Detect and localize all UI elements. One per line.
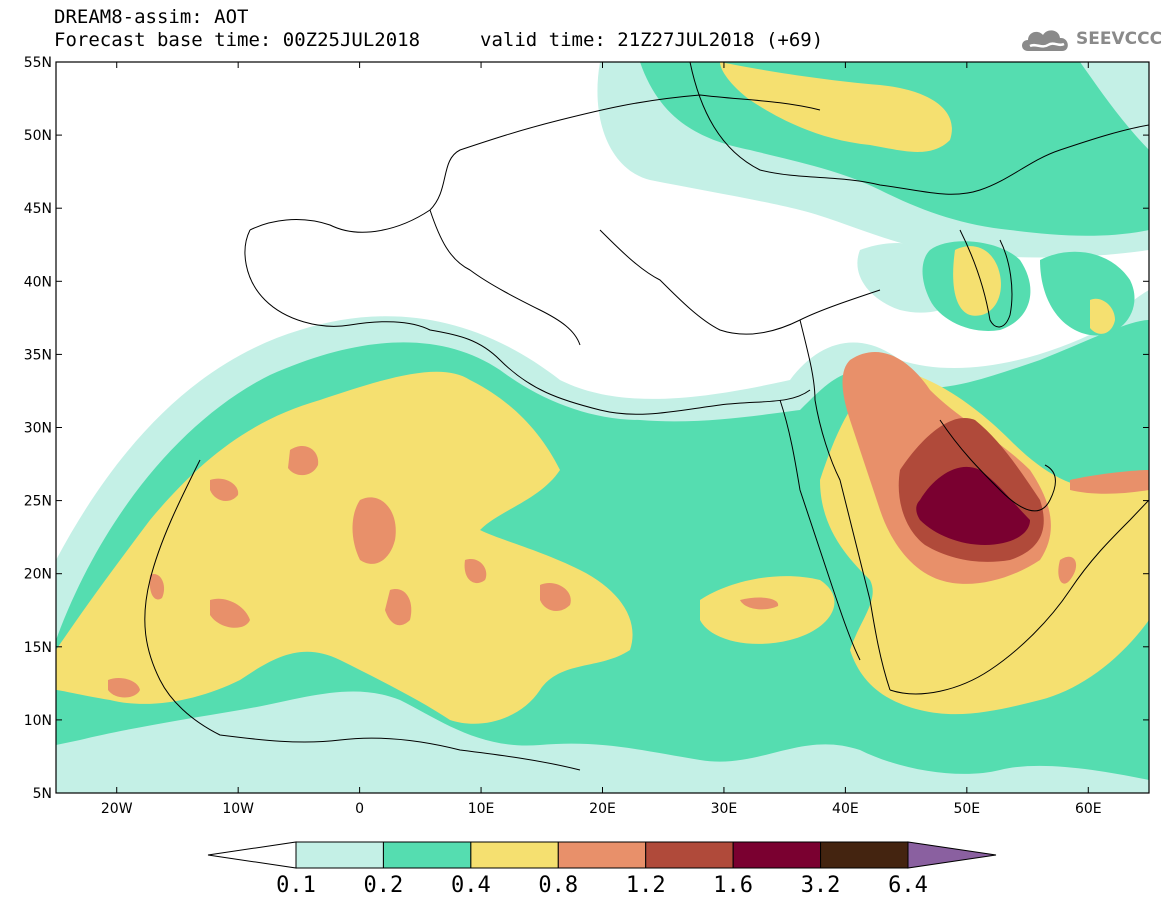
colorbar-max-arrow — [907, 841, 997, 869]
colorbar: 0.1 0.2 0.4 0.8 1.2 1.6 3.2 6.4 — [207, 841, 997, 898]
aot-level-1-6 — [916, 466, 1030, 545]
lat-label: 25N — [24, 494, 52, 510]
aot-shading — [56, 62, 1149, 793]
lat-label: 20N — [24, 567, 52, 583]
colorbar-swatch — [645, 841, 734, 869]
colorbar-min-arrow — [207, 841, 297, 869]
lon-label: 10E — [468, 801, 495, 817]
lat-label: 5N — [33, 786, 52, 802]
colorbar-label: 3.2 — [801, 873, 841, 898]
forecast-base-time: Forecast base time: 00Z25JUL2018 — [54, 29, 421, 51]
lon-label: 60E — [1075, 801, 1102, 817]
lat-label: 45N — [24, 201, 52, 217]
colorbar-swatch — [470, 841, 559, 869]
valid-time: valid time: 21Z27JUL2018 (+69) — [480, 29, 824, 51]
cloud-icon — [1022, 30, 1068, 51]
map-title: DREAM8-assim: AOT — [54, 6, 249, 28]
lon-label: 0 — [355, 801, 364, 817]
lon-label: 20W — [101, 801, 133, 817]
latitude-labels: 55N 50N 45N 40N 35N 30N 25N 20N 15N 10N 5N — [24, 55, 1149, 802]
colorbar-label: 0.2 — [364, 873, 404, 898]
colorbar-label: 6.4 — [888, 873, 928, 898]
lat-label: 15N — [24, 640, 52, 656]
seevccc-logo: SEEVCCC — [1018, 22, 1162, 58]
longitude-labels: 20W 10W 0 10E 20E 30E 40E 50E 60E — [101, 62, 1102, 817]
colorbar-swatch — [295, 841, 384, 869]
lat-label: 55N — [24, 55, 52, 71]
lon-label: 20E — [589, 801, 616, 817]
colorbar-label: 0.8 — [538, 873, 578, 898]
lon-label: 10W — [222, 801, 254, 817]
lat-label: 35N — [24, 347, 52, 363]
colorbar-swatch — [557, 841, 647, 869]
colorbar-swatch — [732, 841, 822, 869]
colorbar-label: 1.6 — [713, 873, 753, 898]
colorbar-label: 1.2 — [626, 873, 666, 898]
colorbar-label: 0.4 — [451, 873, 491, 898]
colorbar-swatch — [820, 841, 909, 869]
logo-text: SEEVCCC — [1076, 29, 1163, 49]
lon-label: 40E — [832, 801, 859, 817]
lon-label: 50E — [953, 801, 980, 817]
colorbar-swatch — [382, 841, 472, 869]
coastlines — [144, 62, 1149, 771]
lon-label: 30E — [711, 801, 738, 817]
lat-label: 40N — [24, 274, 52, 290]
lat-label: 50N — [24, 128, 52, 144]
colorbar-label: 0.1 — [276, 873, 316, 898]
lat-label: 10N — [24, 713, 52, 729]
lat-label: 30N — [24, 421, 52, 437]
